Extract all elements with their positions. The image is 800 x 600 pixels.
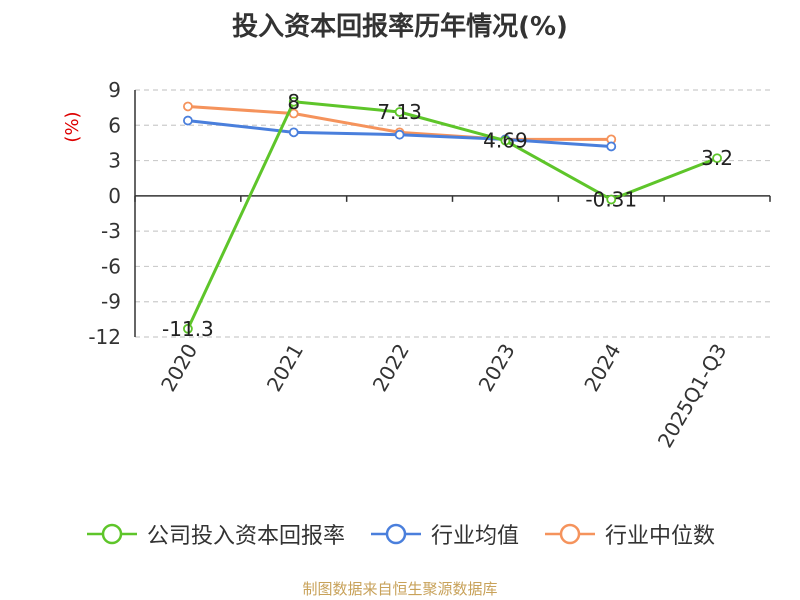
legend-item[interactable]: 公司投入资本回报率 <box>85 518 345 550</box>
y-tick-label: -6 <box>101 254 121 278</box>
y-tick-label: 3 <box>108 149 121 173</box>
legend-label: 行业均值 <box>430 524 519 549</box>
data-point <box>183 323 193 334</box>
legend-item[interactable]: 行业中位数 <box>543 518 715 550</box>
legend-item[interactable]: 行业均值 <box>369 518 519 550</box>
data-label: 8 <box>287 90 300 114</box>
data-point <box>288 127 299 138</box>
x-tick-label: 2020 <box>156 340 202 396</box>
data-label: -11.3 <box>162 317 214 341</box>
legend-swatch <box>86 523 137 545</box>
data-point <box>712 153 722 164</box>
legend: 公司投入资本回报率 行业均值 行业中位数 <box>0 518 800 550</box>
data-label: 4.69 <box>483 129 528 153</box>
data-point <box>183 115 193 126</box>
x-tick-label: 2023 <box>474 340 520 396</box>
legend-swatch <box>545 523 595 545</box>
y-tick-label: 9 <box>108 78 121 102</box>
data-point <box>288 96 299 107</box>
x-tick-label: 2022 <box>368 340 414 396</box>
data-point <box>606 194 617 205</box>
data-point <box>500 135 511 146</box>
y-tick-label: -12 <box>88 325 121 349</box>
y-tick-label: 6 <box>108 113 121 137</box>
data-label: 3.2 <box>701 146 733 170</box>
x-tick-label: 2024 <box>579 340 625 396</box>
y-axis-label: (%) <box>62 111 83 142</box>
data-point <box>183 101 193 112</box>
legend-label: 行业中位数 <box>605 524 716 549</box>
legend-swatch <box>370 523 421 545</box>
chart-title: 投入资本回报率历年情况(%) <box>232 12 568 42</box>
data-point <box>606 141 617 152</box>
legend-label: 公司投入资本回报率 <box>146 524 345 549</box>
x-tick-label: 2021 <box>262 340 308 396</box>
data-label: 7.13 <box>377 100 422 124</box>
x-tick-label: 2025Q1-Q3 <box>653 340 732 452</box>
legend-swatch-marker <box>385 523 407 545</box>
series-line <box>186 100 718 330</box>
source-note: 制图数据来自恒生聚源数据库 <box>302 580 498 598</box>
legend-swatch-marker <box>559 523 581 545</box>
y-tick-label: -9 <box>101 290 121 314</box>
data-point <box>394 129 405 140</box>
data-point <box>394 107 405 117</box>
y-tick-label: 0 <box>108 184 121 208</box>
y-tick-label: -3 <box>101 219 121 243</box>
data-label: -0.31 <box>585 188 637 212</box>
legend-swatch-marker <box>101 523 123 545</box>
